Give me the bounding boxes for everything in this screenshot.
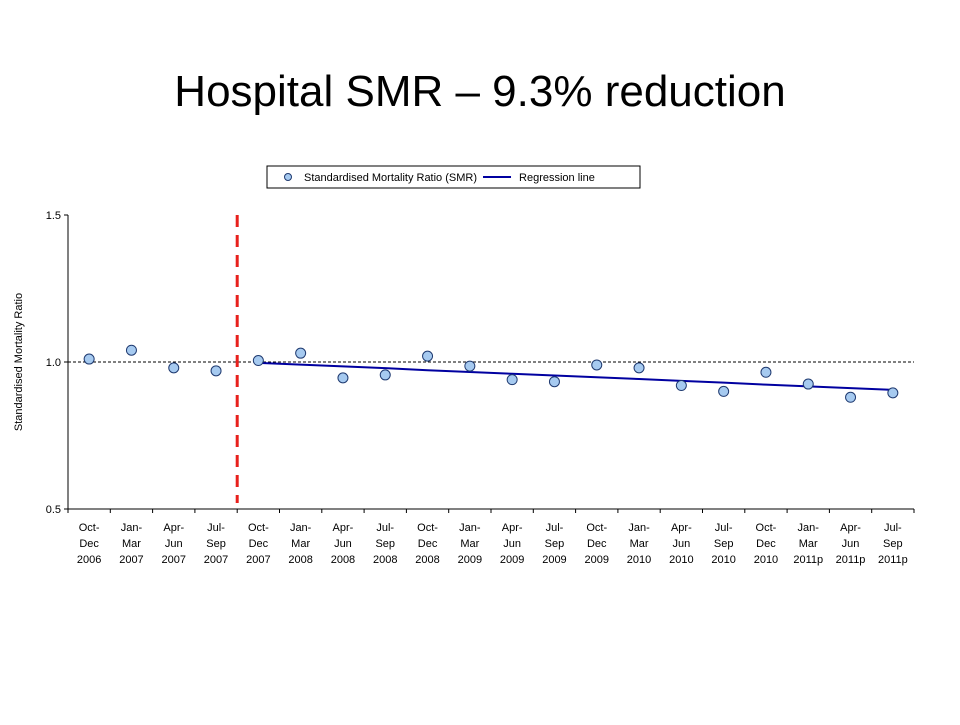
chart-title: Hospital SMR – 9.3% reduction	[174, 67, 785, 116]
x-tick-label: Jan-	[290, 522, 312, 534]
x-tick-label: Jul-	[546, 522, 564, 534]
smr-point	[633, 362, 645, 374]
smr-point	[83, 353, 95, 365]
smr-point	[802, 378, 814, 390]
x-tick-label: Oct-	[79, 522, 100, 534]
x-tick-label: 2008	[373, 554, 397, 566]
smr-point	[845, 391, 857, 403]
x-tick-label: Jun	[503, 538, 521, 550]
smr-point	[506, 374, 518, 386]
x-tick-label: 2007	[246, 554, 270, 566]
smr-point	[422, 350, 434, 362]
x-tick-label: Jan-	[628, 522, 650, 534]
smr-point	[337, 372, 349, 384]
x-tick-label: 2006	[77, 554, 101, 566]
x-tick-label: 2011p	[836, 554, 866, 566]
x-tick-label: 2009	[542, 554, 566, 566]
y-tick-label: 1.0	[46, 357, 61, 369]
x-tick-label: Oct-	[248, 522, 269, 534]
smr-point	[718, 385, 730, 397]
x-tick-label: Jun	[672, 538, 690, 550]
x-tick-label: 2011p	[793, 554, 823, 566]
x-tick-label: Sep	[206, 538, 226, 550]
regression-line	[258, 361, 893, 391]
smr-point	[295, 347, 307, 359]
smr-point	[675, 380, 687, 392]
x-tick-label: Apr-	[163, 522, 184, 534]
x-tick-label: Jul-	[884, 522, 902, 534]
smr-point	[760, 366, 772, 378]
x-tick-label: 2007	[119, 554, 143, 566]
x-tick-label: 2009	[500, 554, 524, 566]
smr-point	[210, 365, 222, 377]
x-tick-label: Oct-	[417, 522, 438, 534]
x-tick-label: Apr-	[333, 522, 354, 534]
x-tick-label: 2008	[288, 554, 312, 566]
x-tick-label: Jan-	[798, 522, 820, 534]
x-tick-label: Jan-	[459, 522, 481, 534]
x-tick-label: Apr-	[502, 522, 523, 534]
x-tick-label: Jul-	[207, 522, 225, 534]
x-tick-label: Dec	[756, 538, 776, 550]
x-tick-label: Mar	[291, 538, 310, 550]
x-tick-label: 2007	[204, 554, 228, 566]
smr-point	[252, 355, 264, 367]
x-tick-label: 2008	[331, 554, 355, 566]
x-tick-label: Oct-	[756, 522, 777, 534]
smr-point	[887, 387, 899, 399]
x-tick-label: Jun	[842, 538, 860, 550]
x-tick-label: Apr-	[671, 522, 692, 534]
x-tick-label: Sep	[714, 538, 734, 550]
x-tick-label: Sep	[375, 538, 395, 550]
x-tick-label: Dec	[249, 538, 269, 550]
x-tick-label: Mar	[630, 538, 649, 550]
x-tick-label: Dec	[418, 538, 438, 550]
x-tick-label: 2008	[415, 554, 439, 566]
x-tick-label: Mar	[460, 538, 479, 550]
x-tick-label: 2010	[754, 554, 778, 566]
x-tick-label: Jul-	[376, 522, 394, 534]
x-tick-label: Oct-	[586, 522, 607, 534]
smr-point	[379, 369, 391, 381]
x-tick-label: Sep	[883, 538, 903, 550]
x-tick-label: Dec	[587, 538, 607, 550]
x-tick-label: Jun	[165, 538, 183, 550]
x-tick-label: 2007	[162, 554, 186, 566]
x-tick-label: 2009	[458, 554, 482, 566]
y-tick-label: 1.5	[46, 210, 61, 222]
x-tick-label: Sep	[545, 538, 565, 550]
y-axis-label: Standardised Mortality Ratio	[13, 293, 25, 431]
x-tick-label: 2009	[585, 554, 609, 566]
x-tick-label: Jun	[334, 538, 352, 550]
x-tick-label: 2011p	[878, 554, 908, 566]
smr-point	[464, 360, 476, 372]
x-tick-label: Jan-	[121, 522, 143, 534]
smr-point	[548, 376, 560, 388]
y-tick-label: 0.5	[46, 504, 61, 516]
x-tick-label: 2010	[711, 554, 735, 566]
x-tick-label: Mar	[122, 538, 141, 550]
smr-point	[591, 359, 603, 371]
legend-box	[266, 165, 641, 189]
smr-point	[168, 362, 180, 374]
x-tick-label: Mar	[799, 538, 818, 550]
x-tick-label: 2010	[669, 554, 693, 566]
smr-point	[125, 344, 137, 356]
legend-label: Regression line	[519, 172, 595, 184]
x-tick-label: Apr-	[840, 522, 861, 534]
x-tick-label: Jul-	[715, 522, 733, 534]
x-tick-label: Dec	[79, 538, 99, 550]
x-tick-label: 2010	[627, 554, 651, 566]
legend-label: Standardised Mortality Ratio (SMR)	[304, 172, 477, 184]
legend-marker	[284, 173, 292, 181]
